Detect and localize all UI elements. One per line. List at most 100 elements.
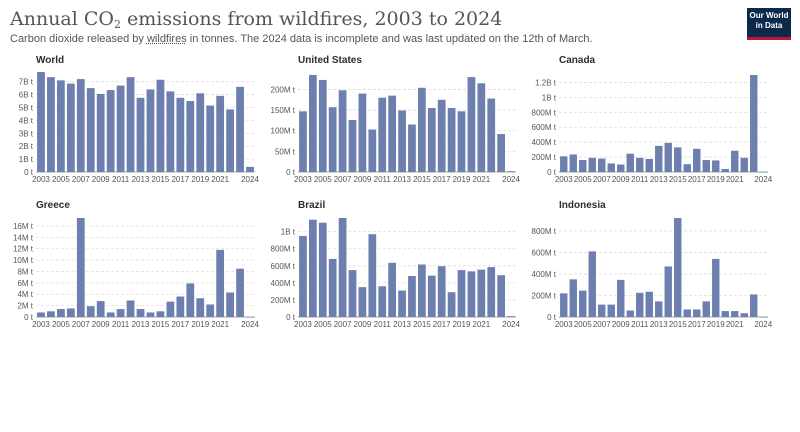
bar-2006[interactable] (588, 157, 596, 172)
bar-2017[interactable] (693, 148, 701, 172)
bar-2007[interactable] (76, 79, 85, 172)
bar-2014[interactable] (664, 142, 672, 172)
bar-2008[interactable] (86, 88, 95, 172)
bar-2016[interactable] (166, 91, 175, 172)
bar-2022[interactable] (226, 292, 234, 317)
bar-2014[interactable] (146, 312, 155, 317)
bar-2007[interactable] (338, 90, 347, 172)
bar-2023[interactable] (750, 294, 758, 317)
bar-2003[interactable] (37, 312, 45, 317)
bar-2013[interactable] (136, 97, 145, 172)
bar-2012[interactable] (645, 158, 653, 172)
bar-2011[interactable] (636, 157, 644, 172)
bar-2004[interactable] (308, 219, 317, 317)
bar-2016[interactable] (683, 309, 691, 317)
bar-2009[interactable] (617, 164, 625, 172)
bar-2006[interactable] (66, 83, 75, 172)
wildfires-link[interactable]: wildfires (146, 33, 187, 45)
bar-2022[interactable] (487, 98, 496, 172)
bar-2005[interactable] (57, 80, 65, 172)
bar-2022[interactable] (226, 109, 234, 172)
bar-2016[interactable] (427, 108, 436, 172)
bar-2013[interactable] (136, 309, 145, 317)
bar-2006[interactable] (328, 107, 337, 172)
bar-2011[interactable] (116, 309, 125, 317)
bar-2015[interactable] (674, 147, 682, 172)
bar-2015[interactable] (417, 264, 426, 317)
bar-2004[interactable] (569, 154, 577, 172)
bar-2011[interactable] (636, 292, 644, 317)
bar-2014[interactable] (408, 124, 416, 172)
bar-2015[interactable] (156, 311, 165, 317)
bar-2021[interactable] (477, 269, 486, 317)
bar-2005[interactable] (579, 290, 587, 317)
bar-2003[interactable] (37, 72, 45, 172)
bar-2024[interactable] (759, 171, 767, 173)
bar-2023[interactable] (497, 275, 506, 317)
bar-2020[interactable] (467, 77, 476, 172)
bar-2016[interactable] (166, 301, 175, 317)
bar-2018[interactable] (702, 301, 710, 317)
bar-2010[interactable] (106, 312, 115, 317)
bar-2019[interactable] (712, 160, 720, 172)
bar-2008[interactable] (607, 163, 615, 172)
bar-2021[interactable] (731, 150, 739, 172)
bar-2011[interactable] (116, 85, 125, 172)
bar-2014[interactable] (146, 89, 155, 172)
bar-2009[interactable] (617, 279, 625, 317)
bar-2012[interactable] (126, 77, 135, 172)
bar-2020[interactable] (206, 105, 215, 172)
bar-2021[interactable] (731, 311, 739, 317)
bar-2018[interactable] (186, 101, 195, 172)
bar-2009[interactable] (358, 287, 367, 317)
bar-2024[interactable] (246, 166, 254, 172)
bar-2021[interactable] (477, 83, 486, 172)
bar-2015[interactable] (417, 87, 426, 172)
bar-2013[interactable] (655, 301, 663, 317)
bar-2020[interactable] (206, 304, 215, 317)
bar-2019[interactable] (457, 111, 466, 172)
bar-2008[interactable] (86, 306, 95, 317)
bar-2005[interactable] (579, 160, 587, 172)
bar-2024[interactable] (759, 316, 767, 318)
bar-2006[interactable] (328, 258, 337, 317)
bar-2014[interactable] (664, 266, 672, 317)
bar-2010[interactable] (626, 310, 634, 317)
bar-2017[interactable] (176, 296, 185, 317)
bar-2022[interactable] (487, 267, 496, 317)
bar-2018[interactable] (186, 283, 195, 317)
bar-2018[interactable] (447, 292, 456, 317)
bar-2023[interactable] (750, 75, 758, 172)
bar-2024[interactable] (507, 171, 515, 172)
bar-2022[interactable] (740, 313, 748, 317)
owid-logo[interactable]: Our World in Data (747, 8, 791, 40)
bar-2016[interactable] (683, 164, 691, 172)
bar-2022[interactable] (740, 157, 748, 172)
bar-2019[interactable] (457, 270, 466, 317)
bar-2007[interactable] (338, 218, 347, 317)
bar-2017[interactable] (176, 97, 185, 172)
bar-2013[interactable] (398, 290, 406, 317)
bar-2015[interactable] (674, 218, 682, 317)
bar-2010[interactable] (368, 234, 377, 317)
bar-2017[interactable] (437, 266, 446, 317)
bar-2007[interactable] (76, 218, 85, 317)
bar-2021[interactable] (216, 249, 225, 317)
bar-2003[interactable] (560, 293, 568, 317)
bar-2010[interactable] (368, 129, 377, 172)
bar-2006[interactable] (588, 251, 596, 317)
bar-2004[interactable] (47, 311, 55, 317)
bar-2019[interactable] (196, 93, 205, 172)
bar-2020[interactable] (721, 169, 729, 172)
bar-2004[interactable] (308, 75, 317, 172)
bar-2014[interactable] (408, 276, 416, 317)
bar-2023[interactable] (497, 134, 506, 172)
bar-2016[interactable] (427, 275, 436, 317)
bar-2008[interactable] (607, 304, 615, 317)
bar-2018[interactable] (702, 160, 710, 172)
bar-2023[interactable] (236, 86, 244, 172)
bar-2021[interactable] (216, 95, 225, 172)
bar-2024[interactable] (246, 316, 254, 318)
bar-2020[interactable] (721, 311, 729, 317)
bar-2009[interactable] (96, 301, 105, 317)
